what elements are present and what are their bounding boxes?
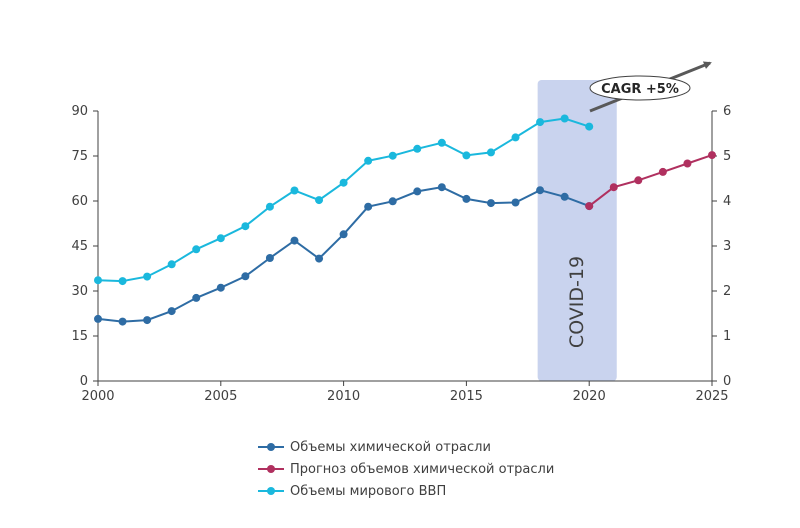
y-right-tick-label: 1 [723, 329, 731, 344]
series-point-0 [511, 198, 520, 207]
series-point-2 [560, 114, 569, 123]
x-tick-label: 2020 [573, 389, 606, 404]
cagr-label: CAGR +5% [601, 82, 679, 97]
series-point-0 [118, 317, 127, 326]
y-right-tick-label: 5 [723, 149, 731, 164]
series-point-2 [94, 276, 102, 285]
legend-label: Прогноз объемов химической отрасли [290, 461, 555, 477]
x-tick-label: 2000 [81, 389, 114, 404]
series-point-2 [462, 151, 471, 160]
y-right-tick-label: 4 [723, 194, 731, 209]
y-right-tick-label: 2 [723, 284, 731, 299]
series-point-0 [413, 187, 422, 196]
legend-swatch [258, 485, 284, 497]
series-point-2 [315, 196, 324, 205]
legend-label: Объемы химической отрасли [290, 439, 491, 455]
series-point-2 [167, 260, 176, 269]
series-point-0 [216, 283, 225, 292]
series-point-0 [462, 194, 471, 203]
series-point-0 [167, 307, 176, 316]
legend-item: Объемы химической отрасли [258, 436, 554, 458]
series-point-1 [585, 202, 594, 211]
series-point-0 [143, 316, 152, 325]
series-point-2 [339, 178, 348, 187]
series-point-2 [437, 138, 446, 147]
series-point-0 [536, 186, 545, 195]
y-left-tick-label: 90 [71, 104, 88, 119]
series-point-1 [609, 183, 618, 192]
y-left-tick-label: 75 [71, 149, 88, 164]
series-point-2 [241, 222, 250, 231]
series-line-0 [97, 186, 590, 323]
series-point-2 [290, 186, 299, 195]
series-point-0 [486, 199, 495, 208]
series-point-0 [388, 197, 397, 206]
series-point-0 [339, 230, 348, 239]
series-point-0 [560, 192, 569, 201]
series-point-0 [290, 236, 299, 245]
series-point-2 [585, 122, 594, 131]
legend-label: Объемы мирового ВВП [290, 483, 447, 499]
y-left-tick-label: 15 [71, 329, 88, 344]
series-point-2 [413, 144, 422, 153]
cagr-bubble [589, 75, 691, 101]
legend-item: Прогноз объемов химической отрасли [258, 458, 554, 480]
legend-item: Объемы мирового ВВП [258, 480, 554, 502]
series-point-2 [486, 148, 495, 157]
y-left-tick-label: 0 [80, 374, 88, 389]
y-left-tick-label: 60 [71, 194, 88, 209]
series-point-1 [683, 159, 692, 168]
series-point-2 [265, 202, 274, 211]
series-line-1 [588, 154, 713, 207]
y-right-tick-label: 3 [723, 239, 731, 254]
series-point-2 [364, 156, 373, 165]
series-point-0 [364, 202, 373, 211]
series-point-2 [511, 133, 520, 142]
x-tick-label: 2005 [204, 389, 237, 404]
series-point-0 [94, 314, 102, 323]
covid-band [537, 80, 617, 381]
series-point-0 [437, 183, 446, 192]
y-left-tick-label: 45 [71, 239, 88, 254]
series-point-2 [216, 234, 225, 243]
y-right-tick-label: 6 [723, 104, 731, 119]
y-left-tick-label: 30 [71, 284, 88, 299]
covid-label: COVID-19 [566, 256, 588, 348]
series-point-0 [315, 254, 324, 263]
series-point-0 [192, 293, 201, 302]
x-tick-label: 2010 [327, 389, 360, 404]
series-point-2 [143, 272, 152, 281]
legend-swatch [258, 441, 284, 453]
x-tick-label: 2015 [450, 389, 483, 404]
series-point-1 [658, 167, 667, 176]
series-point-2 [192, 245, 201, 254]
x-tick-label: 2025 [695, 389, 728, 404]
legend: Объемы химической отрасли Прогноз объемов… [258, 436, 554, 502]
series-point-0 [241, 272, 250, 281]
series-point-1 [634, 176, 643, 185]
y-right-tick-label: 0 [723, 374, 731, 389]
legend-swatch [258, 463, 284, 475]
series-point-2 [536, 118, 545, 127]
series-point-2 [388, 151, 397, 160]
series-point-0 [265, 254, 274, 262]
series-point-1 [708, 151, 716, 160]
series-point-2 [118, 277, 127, 286]
